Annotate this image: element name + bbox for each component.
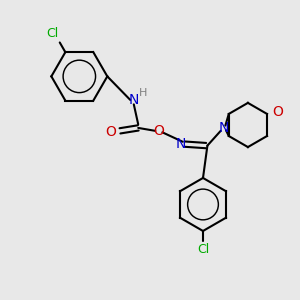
Text: O: O bbox=[272, 106, 283, 119]
Text: N: N bbox=[218, 121, 229, 135]
Text: H: H bbox=[139, 88, 147, 98]
Text: O: O bbox=[153, 124, 164, 138]
Text: Cl: Cl bbox=[46, 27, 58, 40]
Text: N: N bbox=[176, 137, 186, 151]
Text: Cl: Cl bbox=[197, 243, 209, 256]
Text: N: N bbox=[129, 93, 139, 107]
Text: O: O bbox=[106, 125, 116, 139]
